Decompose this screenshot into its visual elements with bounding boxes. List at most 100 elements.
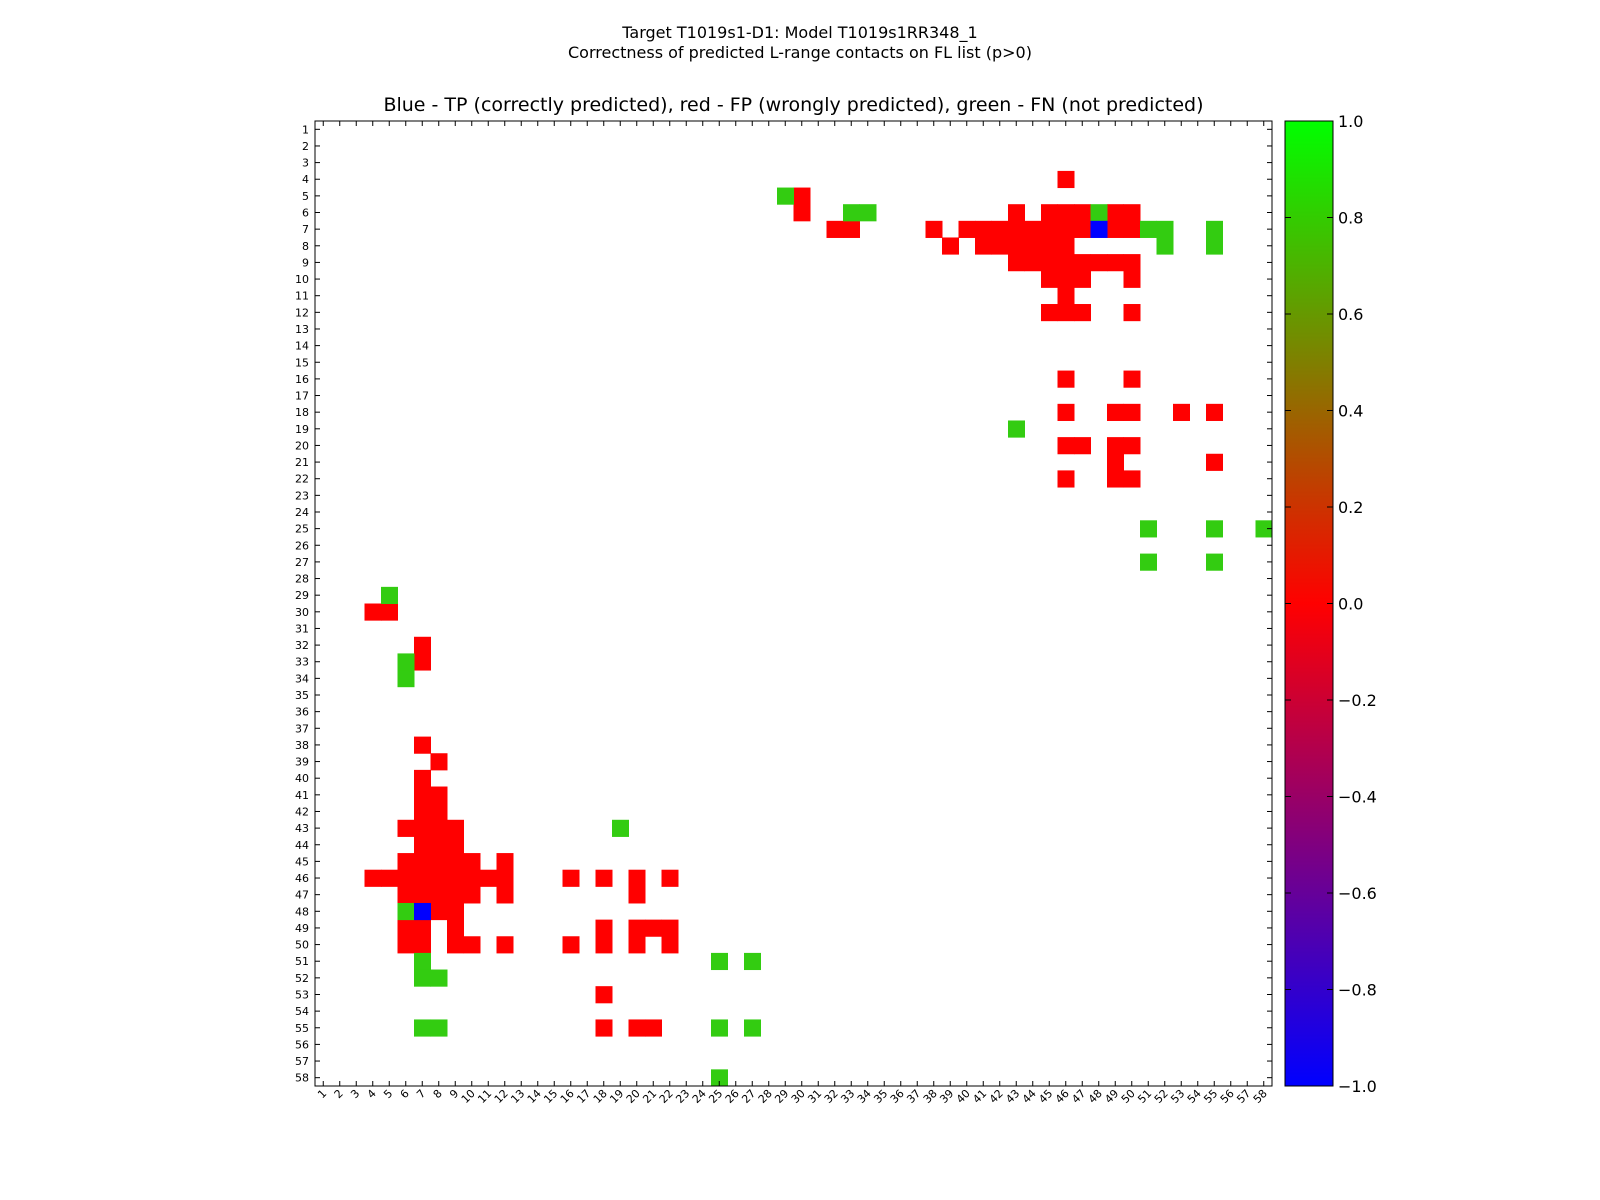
cell-fp-44-9 xyxy=(447,836,464,854)
cell-fp-49-20 xyxy=(628,919,646,937)
cell-fp-55-21 xyxy=(645,1019,662,1037)
cell-fp-6-47 xyxy=(1074,204,1091,222)
colorbar-tick-label: −0.8 xyxy=(1338,981,1377,1000)
cell-fp-7-44 xyxy=(1024,220,1042,238)
cell-fp-47-6 xyxy=(397,886,415,904)
cell-fn-27-51 xyxy=(1140,553,1157,571)
cell-fp-50-9 xyxy=(447,936,464,954)
cell-fp-11-46 xyxy=(1057,287,1075,305)
cell-fp-12-50 xyxy=(1123,304,1141,322)
cell-fp-55-20 xyxy=(628,1019,646,1037)
colorbar-tick-label: 0.8 xyxy=(1338,209,1363,228)
y-tick-label: 52 xyxy=(295,972,309,985)
cell-fp-9-49 xyxy=(1107,254,1124,272)
cell-fp-47-9 xyxy=(447,886,464,904)
y-tick-label: 49 xyxy=(295,922,309,935)
cell-fp-50-10 xyxy=(463,936,481,954)
y-tick-label: 19 xyxy=(295,423,309,436)
cell-fp-21-55 xyxy=(1206,453,1223,471)
cell-fn-25-51 xyxy=(1140,520,1157,538)
cell-fp-48-8 xyxy=(430,902,448,921)
x-tick-label: 5 xyxy=(381,1087,395,1101)
colorbar-tick-label: −0.2 xyxy=(1338,691,1377,710)
y-tick-label: 30 xyxy=(295,606,309,619)
cell-fn-48-6 xyxy=(397,902,415,921)
x-tick-label: 58 xyxy=(1251,1087,1270,1106)
colorbar-tick-label: 1.0 xyxy=(1338,112,1363,131)
cell-fp-46-7 xyxy=(414,869,431,887)
cell-fp-5-30 xyxy=(793,187,811,205)
cell-fn-55-8 xyxy=(430,1019,448,1037)
colorbar-tick-label: 0.6 xyxy=(1338,305,1363,324)
axis-ticks: 1122334455667788991010111112121313141415… xyxy=(295,121,1272,1106)
cell-fn-55-25 xyxy=(711,1019,728,1037)
cell-fn-51-25 xyxy=(711,952,728,971)
y-tick-label: 40 xyxy=(295,772,309,785)
cell-fn-55-7 xyxy=(414,1019,431,1037)
cell-fp-45-9 xyxy=(447,853,464,871)
y-tick-label: 38 xyxy=(295,739,309,752)
cell-fp-6-45 xyxy=(1041,204,1058,222)
cell-fp-16-46 xyxy=(1057,370,1075,388)
cell-fp-12-45 xyxy=(1041,304,1058,322)
cell-fp-18-49 xyxy=(1107,403,1124,421)
figure-suptitle-line2: Correctness of predicted L-range contact… xyxy=(568,43,1032,62)
y-tick-label: 1 xyxy=(302,123,309,136)
figure-suptitle-line1: Target T1019s1-D1: Model T1019s1RR348_1 xyxy=(622,23,978,42)
y-tick-label: 32 xyxy=(295,639,309,652)
cell-fp-46-9 xyxy=(447,869,464,887)
cell-fp-49-21 xyxy=(645,919,662,937)
cell-fp-12-46 xyxy=(1057,304,1075,322)
cell-fn-6-48 xyxy=(1090,204,1108,222)
cell-fp-7-47 xyxy=(1074,220,1091,238)
cell-fn-33-6 xyxy=(397,653,415,671)
y-tick-label: 9 xyxy=(302,256,309,269)
cell-fp-33-7 xyxy=(414,653,431,671)
cell-fp-9-47 xyxy=(1074,254,1091,272)
y-tick-label: 35 xyxy=(295,689,309,702)
cell-fp-43-9 xyxy=(447,819,464,837)
y-tick-label: 13 xyxy=(295,323,309,336)
y-tick-label: 14 xyxy=(295,340,309,353)
cell-fp-6-46 xyxy=(1057,204,1075,222)
cell-fn-52-8 xyxy=(430,969,448,987)
y-tick-label: 5 xyxy=(302,190,309,203)
cell-fp-22-46 xyxy=(1057,470,1075,488)
cell-fp-49-9 xyxy=(447,919,464,937)
y-tick-label: 51 xyxy=(295,955,309,968)
cell-fn-7-52 xyxy=(1156,220,1174,238)
cell-fp-50-7 xyxy=(414,936,431,954)
x-tick-label: 8 xyxy=(431,1087,445,1101)
cell-fp-50-12 xyxy=(496,936,514,954)
plot-frame xyxy=(314,120,1273,1087)
cell-fp-46-10 xyxy=(463,869,481,887)
cell-fn-5-29 xyxy=(777,187,794,205)
cell-fp-46-4 xyxy=(364,869,382,887)
cell-fp-49-7 xyxy=(414,919,431,937)
y-tick-label: 55 xyxy=(295,1022,309,1035)
y-tick-label: 29 xyxy=(295,589,309,602)
y-tick-label: 21 xyxy=(295,456,309,469)
cell-fp-10-47 xyxy=(1074,270,1091,288)
y-tick-label: 43 xyxy=(295,822,309,835)
cell-fp-45-12 xyxy=(496,853,514,871)
cell-fp-6-49 xyxy=(1107,204,1124,222)
cell-fn-51-27 xyxy=(744,952,761,971)
y-tick-label: 6 xyxy=(302,207,309,220)
y-tick-label: 4 xyxy=(302,173,309,186)
cell-fp-49-6 xyxy=(397,919,415,937)
cell-fp-50-20 xyxy=(628,936,646,954)
heatmap-cells xyxy=(364,170,1273,1087)
cell-fp-6-50 xyxy=(1123,204,1141,222)
cell-fp-7-33 xyxy=(843,220,860,238)
cell-fp-47-8 xyxy=(430,886,448,904)
cell-fp-30-5 xyxy=(381,603,398,621)
cell-fp-10-45 xyxy=(1041,270,1058,288)
cell-fp-46-6 xyxy=(397,869,415,887)
colorbar-tick-label: −0.4 xyxy=(1338,788,1377,807)
y-tick-label: 34 xyxy=(295,672,309,685)
cell-fp-46-12 xyxy=(496,869,514,887)
cell-fp-30-4 xyxy=(364,603,382,621)
y-tick-label: 8 xyxy=(302,240,309,253)
